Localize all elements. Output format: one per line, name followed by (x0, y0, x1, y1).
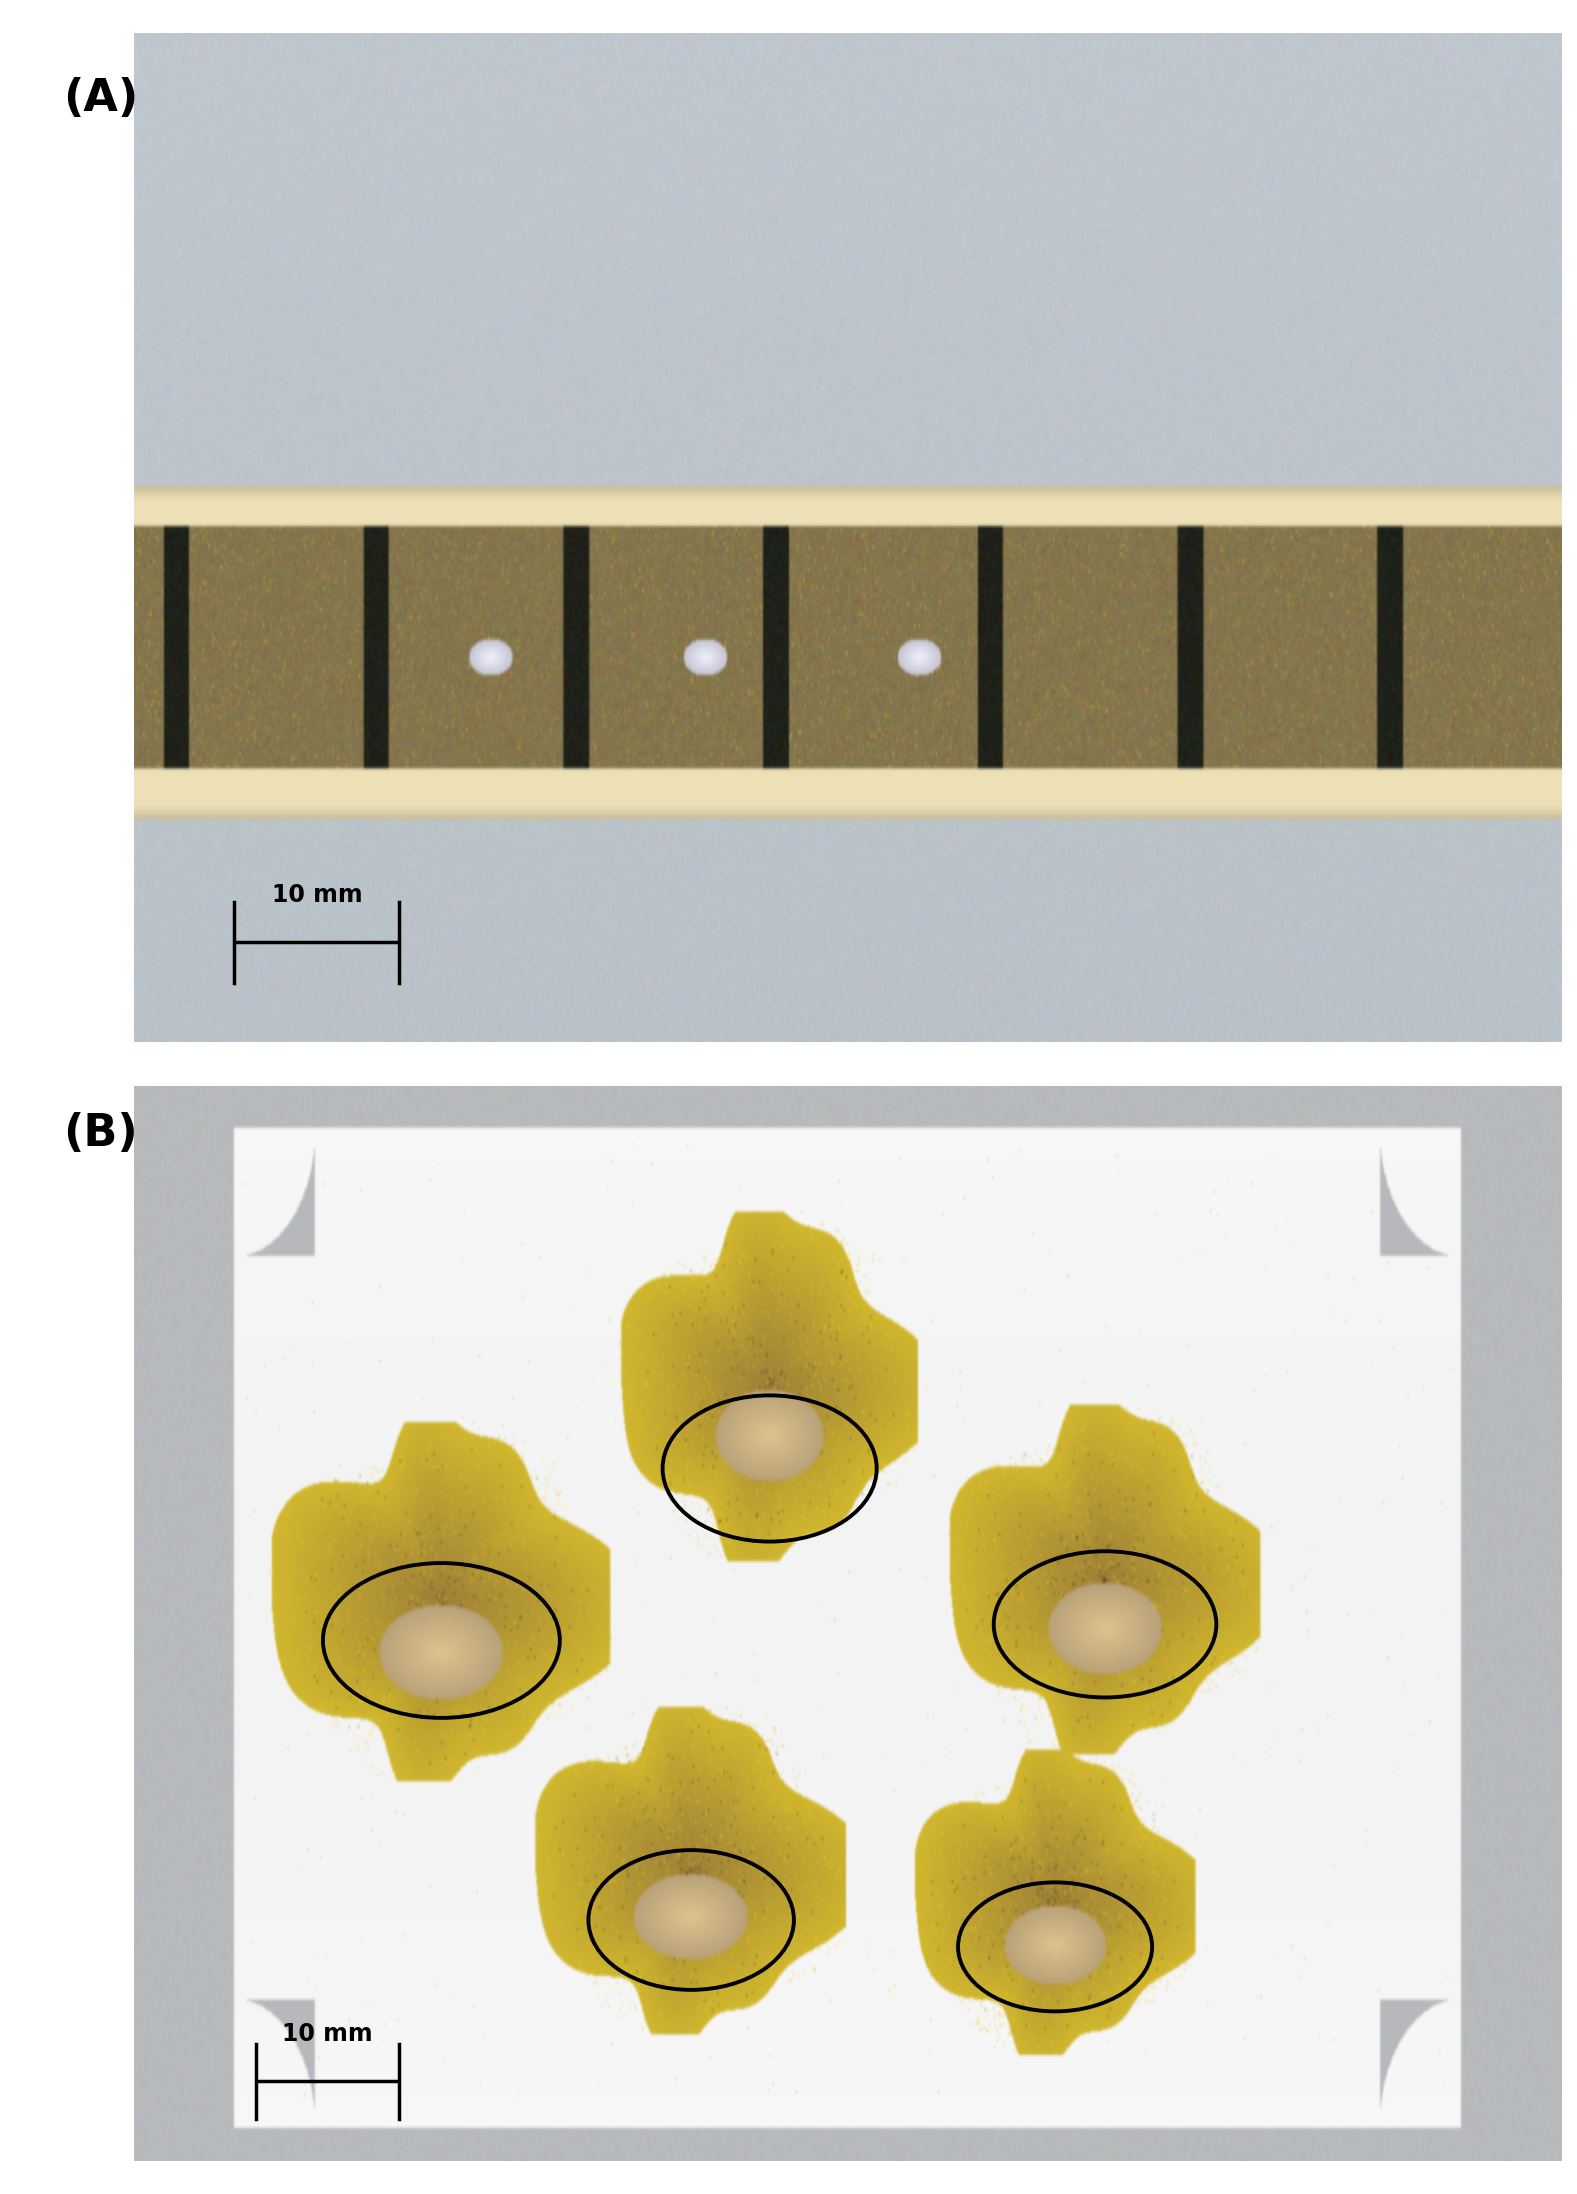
Text: (B): (B) (63, 1112, 137, 1156)
Text: (A): (A) (63, 77, 139, 121)
Text: 10 mm: 10 mm (282, 2023, 372, 2045)
Text: 10 mm: 10 mm (271, 882, 363, 906)
